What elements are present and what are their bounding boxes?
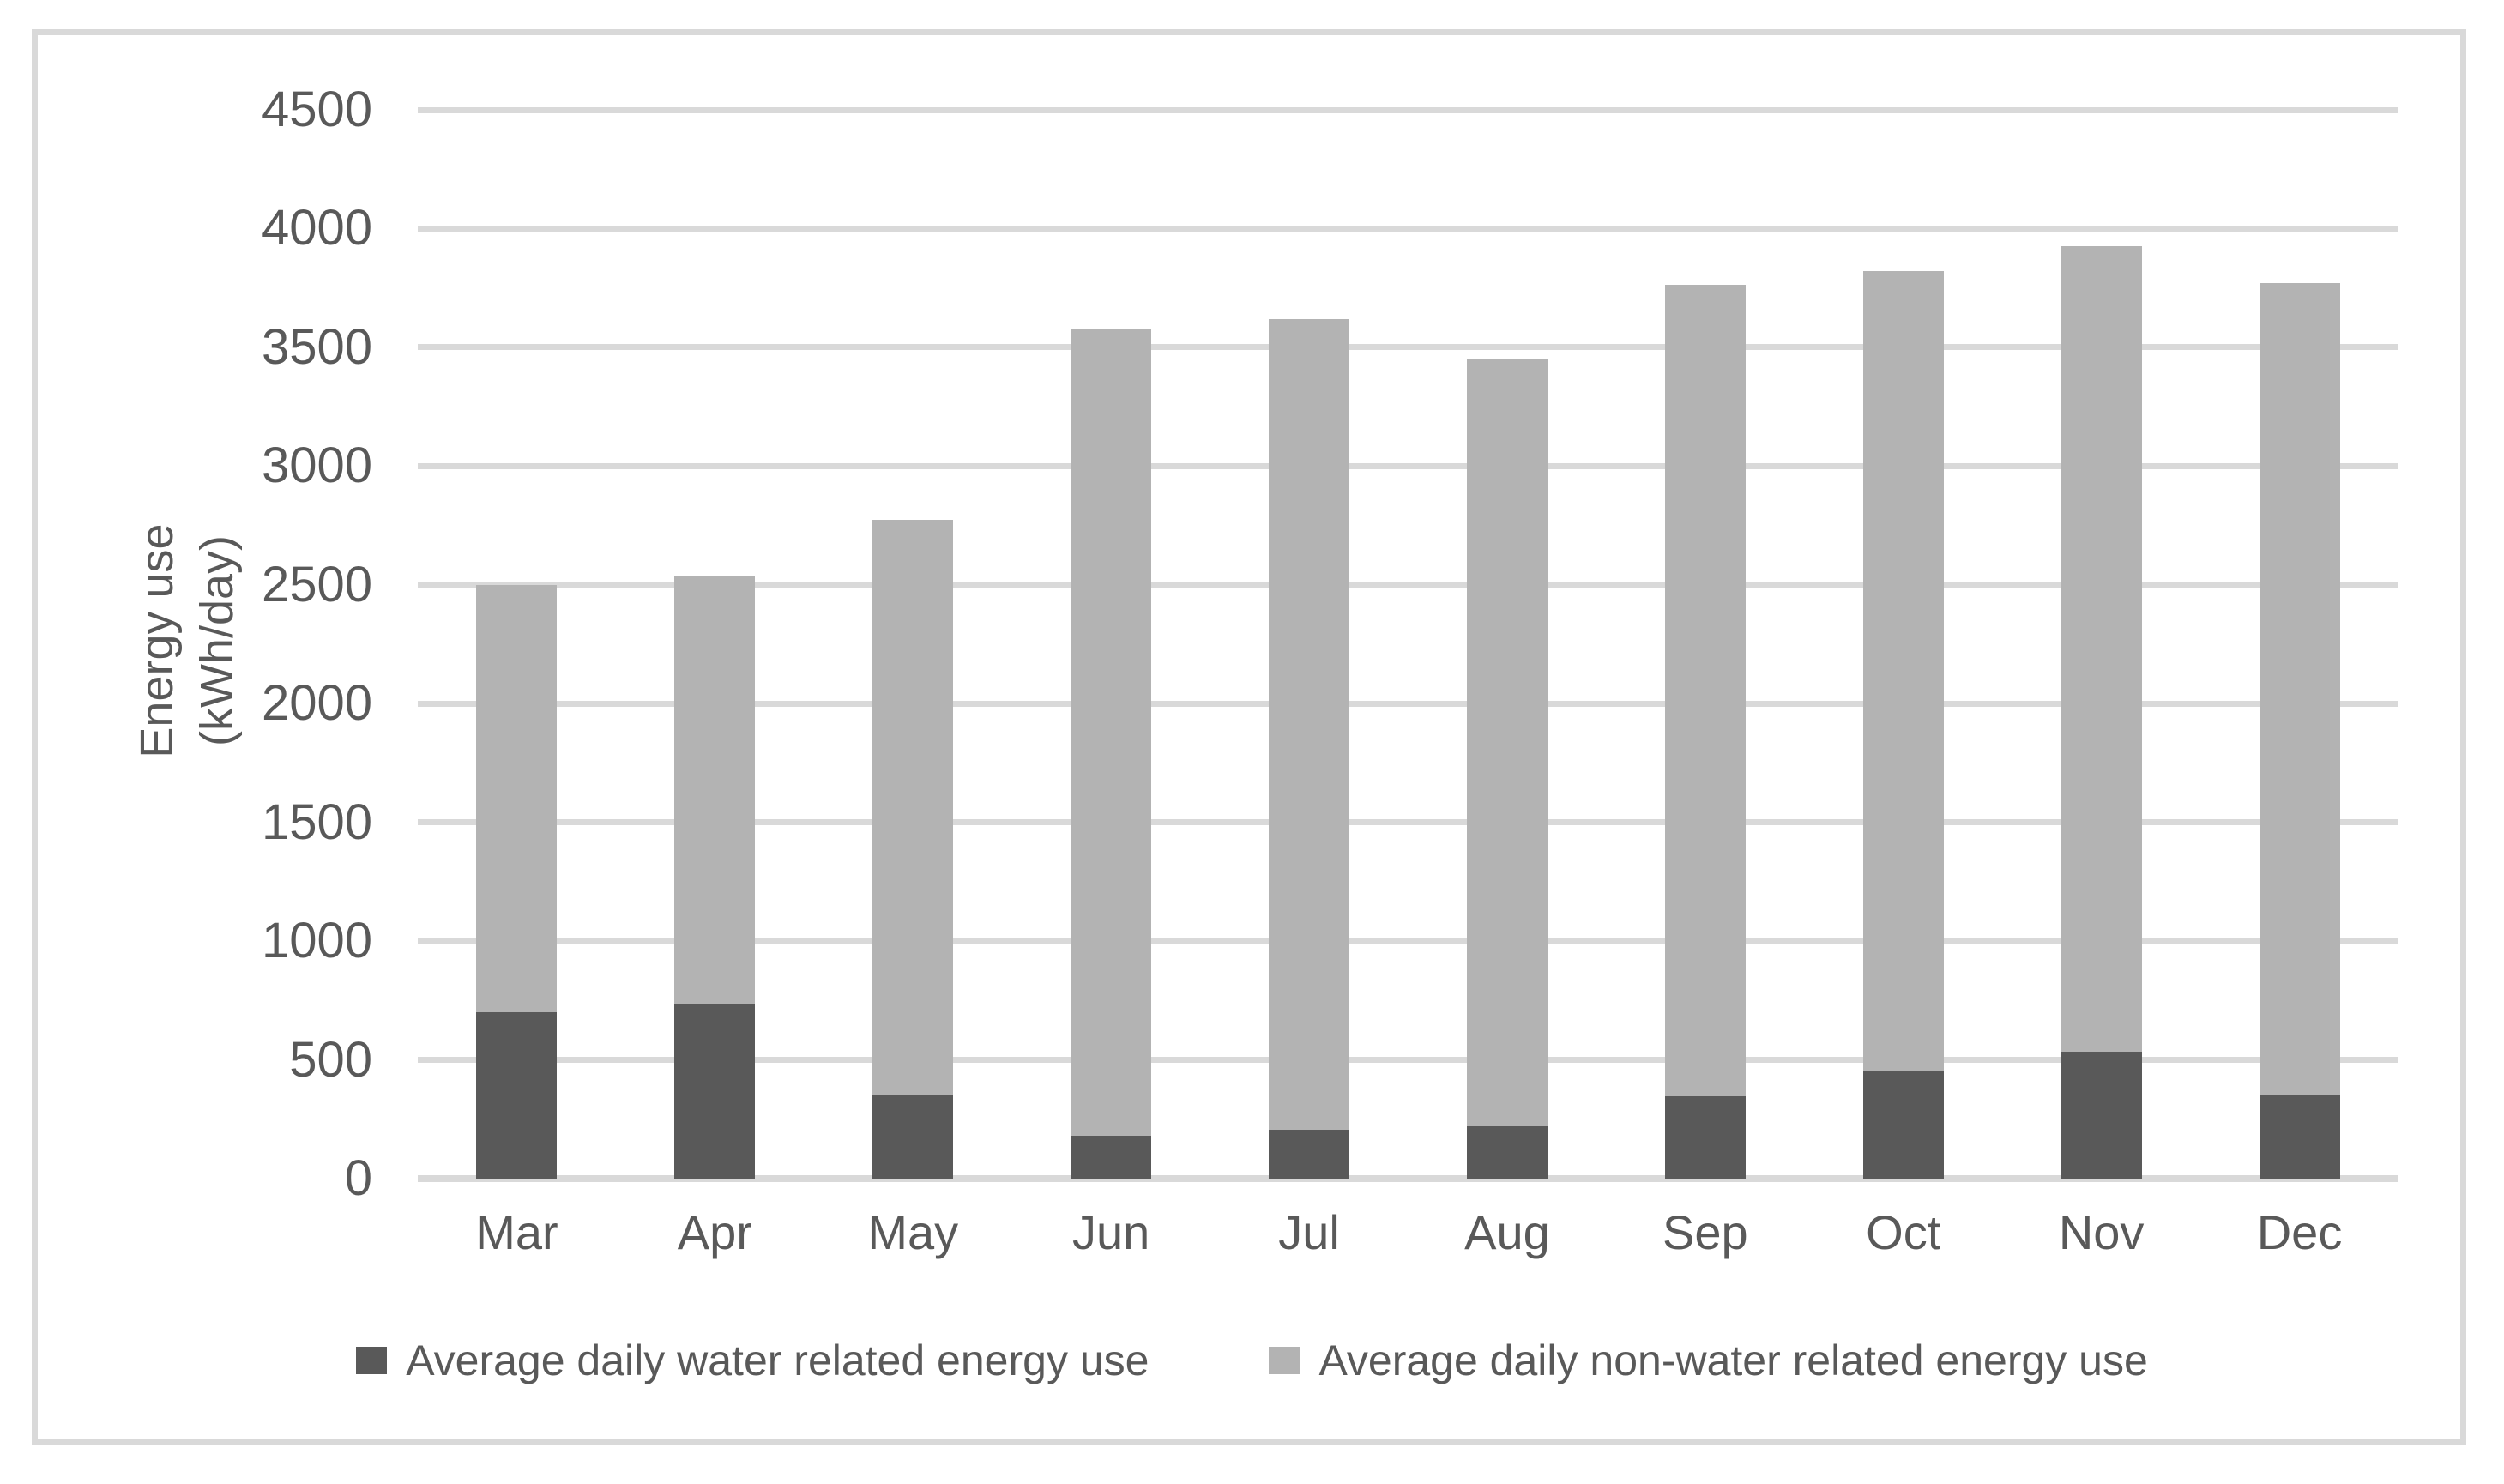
bar-sep-water [1664,1096,1746,1179]
x-tick-label-dec: Dec [2256,1205,2343,1259]
bar-may-nonwater [872,519,954,1095]
x-tick-label-may: May [867,1205,959,1259]
y-tick-label-1500: 1500 [261,793,372,850]
bar-mar-nonwater [476,584,558,1013]
y-tick-label-500: 500 [289,1031,372,1088]
bar-jun-nonwater [1071,329,1152,1137]
y-tick-label-3500: 3500 [261,318,372,375]
bar-apr-water [674,1004,756,1179]
gridline-2500 [418,582,2398,588]
gridline-2000 [418,700,2398,707]
x-tick-label-apr: Apr [677,1205,752,1259]
legend-item-water: Average daily water related energy use [356,1335,1149,1386]
x-tick-label-nov: Nov [2058,1205,2145,1259]
bar-aug-water [1466,1126,1548,1179]
bar-may-water [872,1094,954,1179]
x-tick-label-jun: Jun [1071,1205,1150,1259]
bar-dec-nonwater [2259,283,2340,1095]
gridline-4000 [418,225,2398,232]
bar-jul-water [1269,1130,1350,1179]
y-tick-label-4000: 4000 [261,200,372,256]
x-tick-label-sep: Sep [1662,1205,1748,1259]
legend-item-nonwater: Average daily non-water related energy u… [1269,1335,2148,1386]
bar-jul-nonwater [1269,318,1350,1131]
x-tick-label-oct: Oct [1866,1205,1941,1259]
gridline-1500 [418,819,2398,826]
gridline-4500 [418,106,2398,113]
chart-border [32,29,2466,1445]
bar-nov-water [2061,1051,2142,1179]
bar-oct-water [1862,1071,1944,1179]
bar-nov-nonwater [2061,246,2142,1052]
legend-swatch-nonwater [1269,1347,1300,1374]
y-tick-label-3000: 3000 [261,437,372,494]
legend-label-nonwater: Average daily non-water related energy u… [1318,1336,2148,1384]
bar-sep-nonwater [1664,284,1746,1097]
plot-area [418,106,2398,1182]
gridline-1000 [418,938,2398,944]
y-tick-label-2000: 2000 [261,675,372,732]
gridline-3500 [418,344,2398,351]
legend-swatch-water [356,1347,388,1374]
x-tick-label-mar: Mar [475,1205,558,1259]
y-tick-label-2500: 2500 [261,556,372,612]
legend: Average daily water related energy use Av… [0,1331,2504,1390]
legend-label-water: Average daily water related energy use [406,1336,1149,1384]
gridline-500 [418,1057,2398,1064]
x-tick-label-jul: Jul [1278,1205,1340,1259]
bar-jun-water [1071,1136,1152,1179]
gridline-3000 [418,462,2398,469]
y-axis-tick-labels: 0 500 1000 1500 2000 2500 3000 3500 4000 4500 [0,0,372,1484]
bar-dec-water [2259,1094,2340,1179]
bar-aug-nonwater [1466,359,1548,1127]
y-tick-label-0: 0 [344,1150,372,1206]
y-tick-label-4500: 4500 [261,81,372,137]
x-tick-label-aug: Aug [1464,1205,1550,1259]
gridline-0 [418,1175,2398,1182]
bar-oct-nonwater [1862,271,1944,1072]
bar-apr-nonwater [674,576,756,1004]
y-tick-label-1000: 1000 [261,913,372,969]
bar-mar-water [476,1012,558,1179]
